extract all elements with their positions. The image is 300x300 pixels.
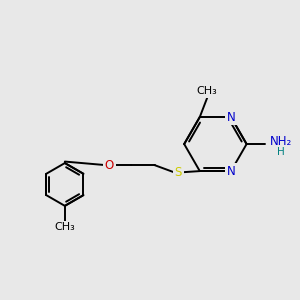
Text: S: S [175, 166, 182, 179]
Text: N: N [226, 165, 236, 178]
Text: CH₃: CH₃ [55, 222, 75, 232]
Text: NH₂: NH₂ [269, 135, 292, 148]
Text: N: N [226, 110, 236, 124]
Text: H: H [277, 147, 284, 158]
Text: CH₃: CH₃ [197, 86, 218, 96]
Text: O: O [105, 159, 114, 172]
